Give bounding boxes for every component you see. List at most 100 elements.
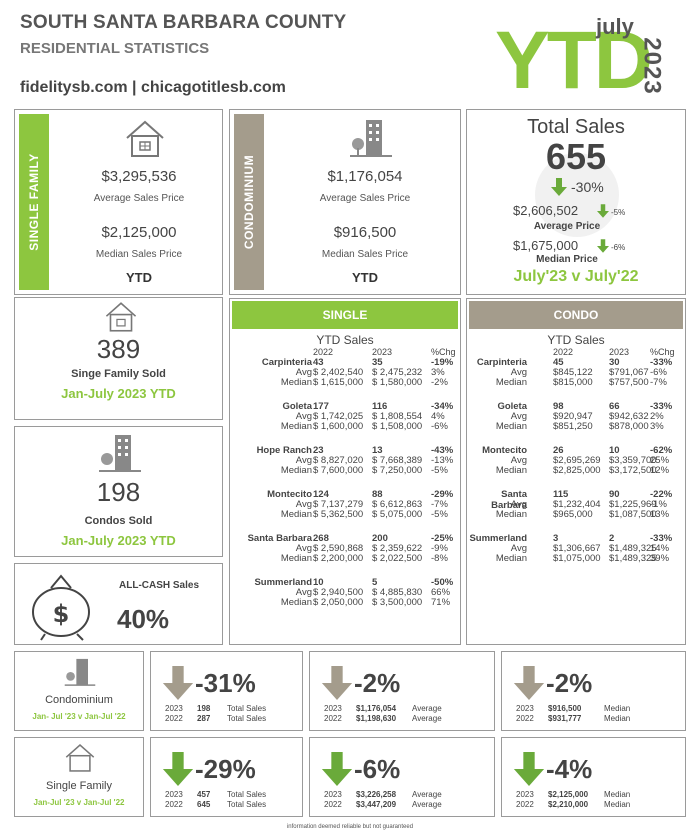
total-avg-pct: -5% — [611, 208, 626, 217]
table-cell: $965,000 — [553, 509, 593, 520]
total-median-price: $1,675,000 — [513, 238, 579, 253]
area-name: Santa Barbara — [247, 533, 312, 544]
table-cell: 25% — [650, 455, 670, 466]
table-cell: -62% — [650, 445, 673, 456]
total-sales-title: Total Sales — [527, 116, 625, 138]
table-cell: $ 1,508,000 — [372, 421, 423, 432]
table-cell: 66 — [609, 401, 620, 412]
value-2023: $916,500 — [548, 704, 582, 713]
sf-median-price: $2,125,000 — [101, 224, 177, 241]
row-label: Median — [280, 553, 312, 564]
table-cell: $ 7,137,279 — [313, 499, 364, 510]
sf-summary-sales-card: -29% 2023 457 Total Sales 2022 645 Total Sales — [150, 737, 303, 817]
table-cell: 66% — [431, 587, 451, 598]
table-cell: $ 1,615,000 — [313, 377, 364, 388]
sf-summary-title: Single Family — [45, 780, 113, 792]
year-2023: 2023 — [516, 790, 534, 799]
down-arrow-icon — [513, 666, 545, 700]
value-2023: 457 — [197, 790, 211, 799]
area-name: Santa Barbara — [491, 489, 527, 511]
row-label: Total Sales — [227, 800, 267, 809]
sf-median-label: Median Sales Price — [95, 249, 183, 260]
table-cell: -1% — [650, 499, 667, 510]
table-cell: $ 2,402,540 — [313, 367, 364, 378]
building-icon — [99, 435, 141, 472]
area-name: Carpinteria — [476, 357, 527, 368]
year-label: 2023 — [638, 37, 666, 95]
condo-avg-price: $1,176,054 — [327, 168, 403, 185]
table-cell: $ 6,612,863 — [372, 499, 423, 510]
condo-table-panel: CONDO YTD Sales 2022 2023 %Chg Carpinteria 4… — [466, 298, 686, 645]
column-header: %Chg — [431, 347, 456, 357]
condo-table-title: YTD Sales — [547, 333, 605, 347]
total-median-label: Median Price — [536, 254, 598, 265]
single-table-panel: SINGLE YTD Sales 2022 2023 %Chg Carpinteria… — [229, 298, 461, 645]
single-table-title: YTD Sales — [316, 333, 374, 347]
table-cell: 43 — [313, 357, 324, 368]
table-cell: 14% — [650, 543, 670, 554]
table-cell: 88 — [372, 489, 383, 500]
down-arrow-icon — [321, 666, 353, 700]
condo-sold-panel: 198 Condos Sold Jan-July 2023 YTD — [14, 426, 223, 557]
month-label: july — [596, 14, 634, 39]
table-cell: 13% — [650, 509, 670, 520]
table-cell: $ 1,742,025 — [313, 411, 364, 422]
row-label: Median — [604, 790, 631, 799]
table-cell: $ 1,600,000 — [313, 421, 364, 432]
table-cell: 3% — [431, 367, 445, 378]
table-cell: 90 — [609, 489, 620, 500]
area-name: Summerland — [469, 533, 527, 544]
down-arrow-icon — [321, 752, 353, 786]
condominium-panel: CONDOMINIUM $1,176,054 Average Sales Pri… — [229, 109, 461, 295]
area-name: Summerland — [254, 577, 312, 588]
condo-median-price: $916,500 — [333, 224, 397, 241]
table-cell: 124 — [313, 489, 329, 500]
table-cell: 5 — [372, 577, 378, 588]
table-row: Summerland 10 5 -50% Avg $ 2,940,500 $ 4,885,8… — [230, 577, 460, 617]
table-cell: 177 — [313, 401, 329, 412]
table-cell: $ 5,362,500 — [313, 509, 364, 520]
table-cell: -25% — [431, 533, 454, 544]
table-row: Montecito 26 10 -62% Avg $2,695,269 $3,359,700… — [467, 445, 685, 485]
table-row: Summerland 3 2 -33% Avg $1,306,667 $1,489,325 1… — [467, 533, 685, 573]
year-2023: 2023 — [165, 790, 183, 799]
condo-avg-label: Average Sales Price — [319, 193, 411, 204]
table-cell: 39% — [650, 553, 670, 564]
sf-sold-count: 389 — [96, 334, 141, 364]
table-cell: $ 2,475,232 — [372, 367, 423, 378]
year-2022: 2022 — [516, 714, 534, 723]
column-header: 2022 — [313, 347, 334, 357]
row-label: Average — [412, 714, 442, 723]
year-2023: 2023 — [516, 704, 534, 713]
table-cell: 4% — [431, 411, 445, 422]
table-cell: -7% — [431, 499, 448, 510]
money-bag-icon: $ — [32, 574, 90, 641]
house-icon — [126, 120, 164, 157]
total-sales-pct: -30% — [571, 179, 604, 195]
area-name: Goleta — [282, 401, 312, 412]
total-median-pct: -6% — [611, 243, 626, 252]
total-sales-count: 655 — [545, 136, 607, 177]
total-compare-label: July'23 v July'22 — [513, 268, 639, 285]
svg-text:$: $ — [53, 600, 70, 628]
table-cell: $815,000 — [553, 377, 593, 388]
down-arrow-icon — [597, 204, 609, 218]
single-family-band: SINGLE FAMILY — [27, 153, 41, 251]
value-2023: 198 — [197, 704, 211, 713]
year-2023: 2023 — [165, 704, 183, 713]
table-cell: $ 2,200,000 — [313, 553, 364, 564]
value-2022: $2,210,000 — [548, 800, 589, 809]
down-arrow-icon — [551, 178, 567, 196]
down-arrow-icon — [162, 666, 194, 700]
condo-summary-median-card: -2% 2023 $916,500 Median 2022 $931,777 Median — [501, 651, 686, 731]
table-cell: $ 3,500,000 — [372, 597, 423, 608]
row-label: Average — [412, 800, 442, 809]
row-label: Avg — [295, 411, 312, 422]
table-cell: 115 — [553, 489, 569, 500]
row-label: Median — [280, 509, 312, 520]
table-row: Montecito 124 88 -29% Avg $ 7,137,279 $ 6,612,… — [230, 489, 460, 529]
row-label: Median — [280, 377, 312, 388]
single-family-panel: SINGLE FAMILY $3,295,536 Average Sales P… — [14, 109, 223, 295]
total-avg-price: $2,606,502 — [513, 203, 579, 218]
row-label: Average — [412, 790, 442, 799]
